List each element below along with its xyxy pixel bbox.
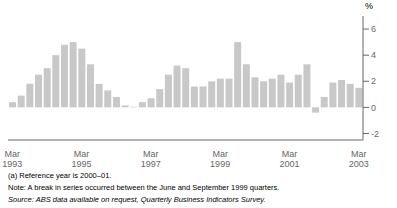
svg-text:Mar1997: Mar1997 (141, 149, 161, 169)
svg-text:6: 6 (371, 24, 376, 34)
svg-text:0: 0 (371, 103, 376, 113)
svg-text:-2: -2 (371, 129, 379, 139)
svg-text:Mar1993: Mar1993 (2, 149, 22, 169)
html-text:(a) Reference year is 2000–01.: (a) Reference year is 2000–01. (8, 171, 112, 180)
svg-text:Mar2003: Mar2003 (349, 149, 369, 169)
svg-text:2: 2 (371, 76, 376, 86)
svg-text:Mar2001: Mar2001 (279, 149, 299, 169)
svg-text:Mar1995: Mar1995 (72, 149, 92, 169)
html-text:Note: A break in series occurr: Note: A break in series occurred between… (8, 183, 280, 192)
svg-text:4: 4 (371, 50, 376, 60)
html-text:Source: ABS data available on: Source: ABS data available on request, Q… (8, 195, 266, 204)
svg-text:Mar1999: Mar1999 (210, 149, 230, 169)
